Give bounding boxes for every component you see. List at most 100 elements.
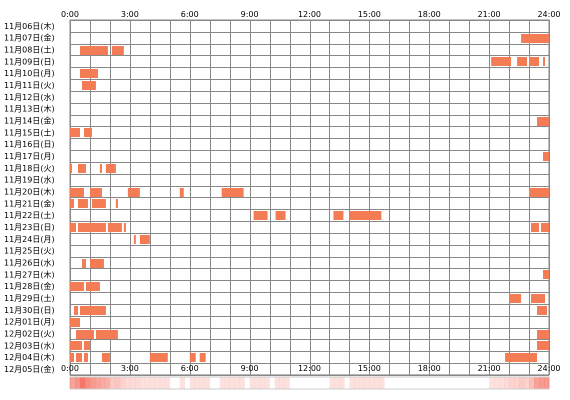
summary-strip-cell [239,377,245,389]
activity-bar [70,318,80,327]
activity-bar [509,294,522,303]
activity-bar [133,235,136,244]
activity-bar [81,259,86,268]
activity-bar [221,188,244,197]
activity-bar [83,128,92,137]
summary-strip-cell [499,377,505,389]
summary-strip-cell [134,377,141,389]
activity-bar [531,223,540,232]
activity-bar [529,57,540,66]
activity-bar [79,46,108,55]
activity-bar [517,57,528,66]
row-label: 11月25日(火) [4,247,55,256]
summary-strip-cell [70,377,76,389]
activity-bar [70,128,80,137]
row-label: 11月12日(水) [4,92,55,102]
summary-strip-cell [519,377,525,389]
activity-bar [70,223,76,232]
row-label: 11月26日(水) [4,258,55,268]
row-label: 11月09日(日) [4,57,55,66]
row-label: 11月06日(木) [4,21,55,31]
strip-tick-label: 18:00 [418,364,441,373]
activity-bar [89,259,104,268]
activity-bar [543,57,546,66]
summary-strip-cell [374,377,380,389]
row-label: 11月17日(月) [4,152,55,161]
summary-strip-cell [259,377,265,389]
row-label: 11月20日(木) [4,187,55,197]
strip-tick-label: 21:00 [478,364,501,373]
activity-bar [75,330,94,339]
summary-strip-cell [539,377,545,389]
activity-bar [107,223,122,232]
activity-bar [531,294,546,303]
activity-bar [505,353,538,362]
summary-strip-cell [104,377,111,389]
strip-tick-label: 6:00 [181,364,199,373]
activity-bar [529,188,549,197]
summary-strip-cell [329,377,335,389]
row-label: 12月02日(火) [4,329,55,338]
row-label: 11月18日(火) [4,164,55,173]
row-label: 11月14日(金) [4,116,55,126]
activity-bar [73,306,78,315]
summary-strip-cell [514,377,520,389]
summary-strip-cell [544,377,550,389]
x-axis-tick-labels: 0:00 3:00 6:00 9:00 12:00 15:00 18:00 21:00 24:0… [61,10,561,19]
row-label: 11月15日(土) [4,127,55,137]
summary-strip-cell [274,377,280,389]
summary-strip-cell [139,377,146,389]
activity-bar [521,34,549,43]
row-label: 11月30日(日) [4,306,55,315]
summary-strip-cell [89,377,96,389]
row-label: 11月22日(土) [4,210,55,220]
summary-strip-cell [159,377,166,389]
row-label: 12月05日(金) [4,364,55,374]
activity-bar [101,353,110,362]
x-tick-label: 15:00 [358,10,381,19]
x-tick-label: 24:00 [537,10,560,19]
summary-strip-cell [509,377,515,389]
summary-strip-cell [284,377,290,389]
activity-bar [79,69,98,78]
activity-bar [105,164,116,173]
activity-bar [77,223,106,232]
x-tick-label: 3:00 [121,10,139,19]
activity-bar [79,306,106,315]
activity-bar [70,353,74,362]
activity-bar [541,223,549,232]
strip-tick-label: 3:00 [121,364,139,373]
activity-bar [537,341,549,350]
x-tick-label: 9:00 [241,10,259,19]
summary-strip-cell [254,377,260,389]
summary-strip-cell [194,377,201,389]
row-label: 11月07日(金) [4,33,55,43]
activity-bar [491,57,512,66]
summary-strip-cell [234,377,240,389]
row-label: 11月27日(木) [4,269,55,279]
row-label: 11月08日(土) [4,45,55,55]
summary-strip-cell [224,377,230,389]
strip-tick-label: 15:00 [358,364,381,373]
activity-bars [70,34,549,362]
summary-strip-cell [529,377,535,389]
activity-bar [179,188,184,197]
summary-strip-cell [154,377,161,389]
row-label: 12月03日(水) [4,340,55,350]
row-label: 11月28日(金) [4,281,55,291]
summary-strip-cell [189,377,196,389]
summary-strip-cell [524,377,530,389]
row-label: 11月11日(火) [4,81,55,90]
row-label: 11月10日(月) [4,69,55,78]
strip-tick-label: 24:00 [537,364,560,373]
x-tick-label: 18:00 [418,10,441,19]
activity-bar [537,306,548,315]
summary-strip-cell [229,377,235,389]
activity-bar [70,188,84,197]
activity-bar [81,81,96,90]
summary-strip-cell [179,377,186,389]
summary-strip-cell [79,377,86,389]
summary-strip-tick-labels: 0:00 3:00 6:00 9:00 12:00 15:00 18:00 21:00 24:0… [61,364,561,373]
summary-strip-cell [74,377,81,389]
